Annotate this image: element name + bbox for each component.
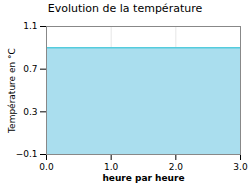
svg-text:heure par heure: heure par heure <box>102 173 184 183</box>
svg-text:1.1: 1.1 <box>23 21 37 31</box>
svg-text:2.0: 2.0 <box>169 162 184 172</box>
svg-text:0.7: 0.7 <box>23 64 37 74</box>
svg-text:0.0: 0.0 <box>39 162 54 172</box>
svg-text:1.0: 1.0 <box>104 162 119 172</box>
html-text:Evolution de la température: Evolution de la température <box>47 2 203 15</box>
svg-text:Température en °C: Température en °C <box>7 48 17 134</box>
svg-text:−0.1: −0.1 <box>16 149 38 159</box>
svg-text:0.3: 0.3 <box>23 107 37 117</box>
svg-text:3.0: 3.0 <box>233 162 248 172</box>
